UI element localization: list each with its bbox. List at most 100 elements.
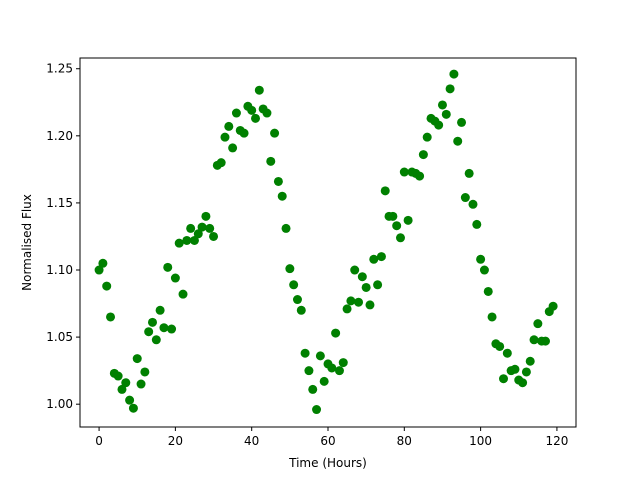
y-tick-label: 1.05	[46, 330, 73, 344]
data-point	[197, 222, 207, 232]
x-tick-label: 100	[469, 434, 492, 448]
data-point	[483, 286, 493, 296]
data-point	[502, 348, 512, 358]
data-point	[449, 69, 459, 79]
data-point	[106, 312, 116, 322]
x-tick-label: 120	[545, 434, 568, 448]
data-point	[422, 132, 432, 142]
y-axis-ticks: 1.00 1.05 1.10 1.15 1.20 1.25	[46, 62, 80, 411]
data-point	[331, 328, 341, 338]
data-point	[251, 113, 261, 123]
data-point	[453, 136, 463, 146]
data-point	[113, 371, 123, 381]
data-point	[495, 341, 505, 351]
data-point	[472, 219, 482, 229]
y-tick-label: 1.20	[46, 129, 73, 143]
plot-frame	[79, 57, 577, 428]
data-point	[434, 120, 444, 130]
data-point	[441, 109, 451, 119]
data-point	[220, 132, 230, 142]
data-point	[98, 258, 108, 268]
data-point	[350, 265, 360, 275]
x-tick-label: 0	[95, 434, 103, 448]
data-point	[395, 233, 405, 243]
data-point	[239, 128, 249, 138]
data-point	[521, 367, 531, 377]
x-tick-label: 20	[168, 434, 183, 448]
data-point	[163, 262, 173, 272]
data-point	[319, 376, 329, 386]
data-point	[167, 324, 177, 334]
data-point	[182, 235, 192, 245]
data-point	[338, 358, 348, 368]
data-point	[376, 252, 386, 262]
data-point	[476, 254, 486, 264]
data-point	[94, 265, 104, 275]
data-point	[224, 121, 234, 131]
x-tick-label: 80	[397, 434, 412, 448]
data-point	[140, 367, 150, 377]
data-point	[361, 282, 371, 292]
x-tick-label: 60	[320, 434, 335, 448]
data-point	[147, 317, 157, 327]
data-point	[342, 304, 352, 314]
y-tick-label: 1.10	[46, 263, 73, 277]
data-point	[403, 215, 413, 225]
data-point	[277, 191, 287, 201]
data-point	[266, 156, 276, 166]
data-point	[292, 295, 302, 305]
data-point	[308, 384, 318, 394]
data-point	[289, 280, 299, 290]
data-point	[468, 199, 478, 209]
data-point	[380, 186, 390, 196]
data-point	[273, 176, 283, 186]
data-point	[296, 305, 306, 315]
data-point	[460, 193, 470, 203]
data-point	[346, 296, 356, 306]
data-point	[102, 281, 112, 291]
data-point	[354, 297, 364, 307]
data-point	[125, 395, 135, 405]
data-point	[228, 143, 238, 153]
data-point	[121, 378, 131, 388]
data-point	[365, 300, 375, 310]
data-point	[270, 128, 280, 138]
data-point	[518, 378, 528, 388]
data-point	[247, 105, 257, 115]
data-point	[201, 211, 211, 221]
data-point	[525, 356, 535, 366]
data-point	[262, 108, 272, 118]
y-tick-label: 1.25	[46, 62, 73, 76]
x-tick-label: 40	[244, 434, 259, 448]
data-point	[357, 272, 367, 282]
data-point	[170, 273, 180, 283]
data-point	[193, 229, 203, 239]
data-point	[205, 223, 215, 233]
data-point	[136, 379, 146, 389]
data-point	[231, 108, 241, 118]
data-point	[487, 312, 497, 322]
data-points	[94, 69, 558, 415]
data-point	[445, 84, 455, 94]
data-point	[281, 223, 291, 233]
data-point	[209, 231, 219, 241]
data-point	[178, 289, 188, 299]
data-point	[479, 265, 489, 275]
data-point	[327, 363, 337, 373]
y-tick-label: 1.15	[46, 196, 73, 210]
data-point	[415, 171, 425, 181]
data-point	[186, 223, 196, 233]
data-point	[499, 374, 509, 384]
data-point	[457, 117, 467, 127]
data-point	[464, 168, 474, 178]
x-axis-ticks: 0 20 40 60 80 100 120	[95, 427, 568, 448]
data-point	[399, 167, 409, 177]
data-point	[315, 351, 325, 361]
data-point	[373, 280, 383, 290]
data-point	[159, 323, 169, 333]
data-point	[117, 384, 127, 394]
y-tick-label: 1.00	[46, 397, 73, 411]
x-axis-label: Time (Hours)	[288, 456, 367, 470]
